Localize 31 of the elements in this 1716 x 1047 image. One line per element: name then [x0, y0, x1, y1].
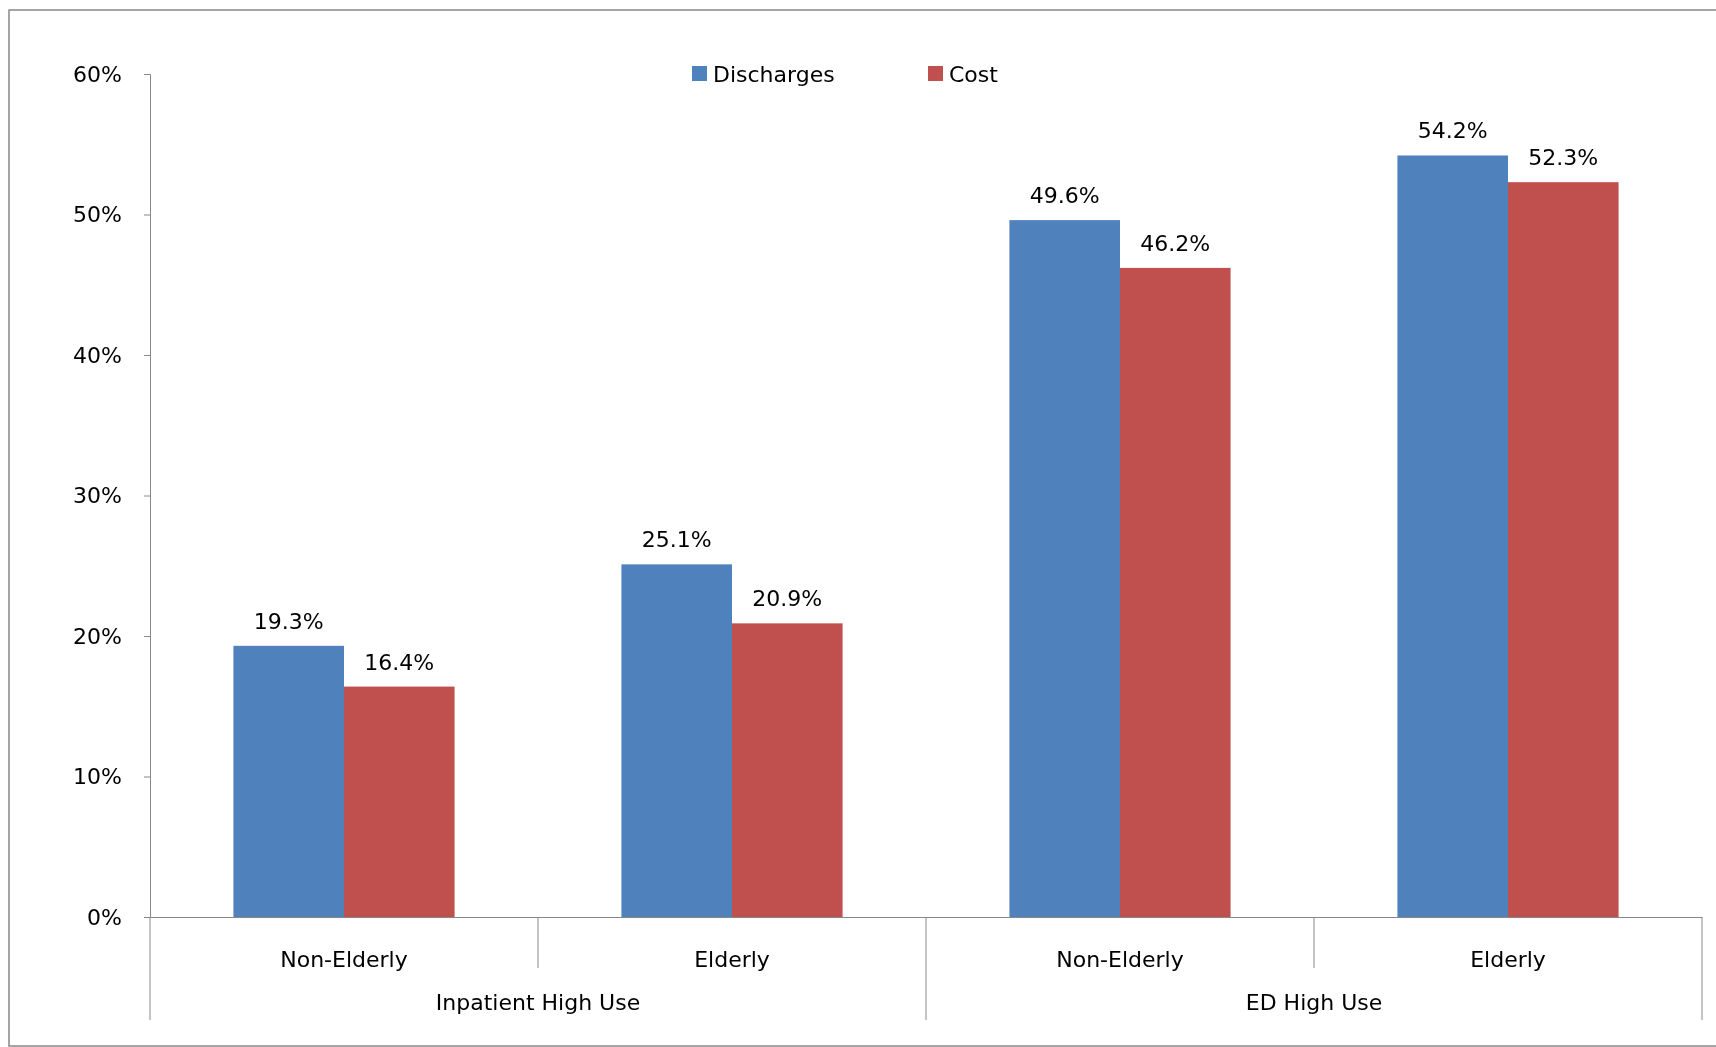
- text: Inpatient High Use: [435, 990, 641, 1015]
- data-label: 52.3%: [1528, 145, 1599, 171]
- bar: [1009, 220, 1120, 917]
- y-tick-label: 50%: [73, 202, 122, 228]
- data-label: 16.4%: [364, 649, 435, 675]
- y-tick-label: 20%: [73, 623, 122, 649]
- x-tick-label: Non-Elderly: [1056, 946, 1184, 972]
- bar: [621, 564, 732, 917]
- bar: [732, 623, 843, 917]
- data-label: 49.6%: [1029, 183, 1100, 209]
- y-tick-label: 30%: [73, 483, 122, 509]
- bar: [344, 686, 455, 917]
- data-label: 54.2%: [1417, 118, 1488, 144]
- y-tick-label: 0%: [87, 904, 122, 930]
- bar: [1508, 182, 1619, 917]
- y-tick-label: 60%: [73, 61, 122, 87]
- data-label: 46.2%: [1140, 230, 1211, 256]
- text: ED High Use: [1245, 990, 1383, 1015]
- data-label: 25.1%: [641, 527, 712, 553]
- x-tick-label: Non-Elderly: [280, 946, 408, 972]
- x-tick-label: Elderly: [1470, 946, 1546, 972]
- bar: [1120, 267, 1231, 917]
- y-tick-label: 10%: [73, 764, 122, 790]
- y-tick-label: 40%: [73, 342, 122, 368]
- bar: [1397, 155, 1508, 917]
- bar: [233, 645, 344, 917]
- legend-label: Cost: [949, 62, 999, 87]
- data-label: 19.3%: [253, 608, 324, 634]
- x-tick-label: Elderly: [694, 946, 770, 972]
- legend-label: Discharges: [713, 62, 835, 87]
- data-label: 20.9%: [752, 586, 823, 612]
